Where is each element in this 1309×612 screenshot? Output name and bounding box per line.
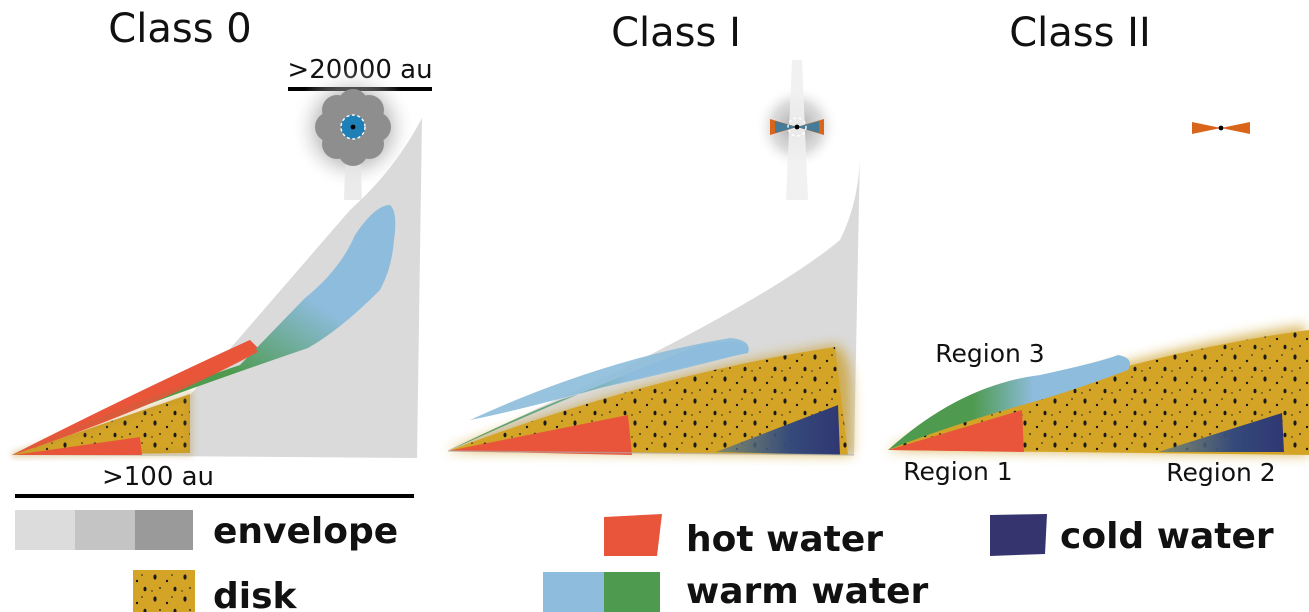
- class2-hot-water: [888, 410, 1024, 452]
- class1-hot-water: [448, 415, 632, 455]
- class2-title: Class II: [1009, 10, 1151, 56]
- region1-label: Region 1: [903, 457, 1012, 486]
- legend-warm-water-label: warm water: [686, 571, 929, 612]
- class2-protostar-icon: [1192, 122, 1250, 134]
- class1-title: Class I: [611, 10, 741, 56]
- legend-envelope-swatch-light: [15, 510, 75, 550]
- legend-envelope-swatch-dark: [135, 510, 193, 550]
- class0-panel: Class 0 >20000 au >100 au: [11, 6, 433, 498]
- legend-envelope: envelope: [15, 510, 398, 552]
- class1-warm-water: [448, 341, 749, 451]
- class1-protostar-icon: [755, 60, 839, 200]
- class1-cold-water: [716, 405, 840, 455]
- legend-warm-water: warm water: [543, 571, 929, 612]
- legend-warm-water-swatch-blue: [543, 572, 604, 612]
- region3-label: Region 3: [935, 339, 1044, 368]
- class0-envelope: [12, 118, 422, 458]
- legend-envelope-swatch-mid: [75, 510, 135, 550]
- legend-cold-water-label: cold water: [1060, 516, 1274, 557]
- class1-disk: [448, 347, 848, 455]
- legend-disk-swatch: [133, 570, 195, 612]
- class2-cold-water: [1158, 413, 1284, 452]
- class1-panel: Class I: [446, 10, 860, 456]
- class2-panel: Class II Region 3 Region 1 Region 2: [886, 10, 1309, 487]
- legend-hot-water-swatch: [604, 514, 662, 556]
- legend-disk: disk: [133, 570, 298, 612]
- legend-hot-water: hot water: [604, 514, 883, 560]
- legend: envelope disk hot water warm water cold …: [15, 510, 1274, 612]
- class2-warm-water: [888, 355, 1131, 450]
- class0-disk-scale-label: >100 au: [102, 462, 214, 492]
- class0-hot-water-inner: [14, 437, 142, 455]
- legend-envelope-label: envelope: [213, 511, 398, 552]
- legend-cold-water: cold water: [990, 514, 1274, 557]
- class0-protostar-icon: [291, 66, 415, 200]
- class0-warm-water: [12, 205, 396, 455]
- legend-hot-water-label: hot water: [686, 519, 883, 560]
- class0-title: Class 0: [108, 6, 251, 52]
- region2-label: Region 2: [1166, 458, 1275, 487]
- legend-disk-label: disk: [213, 576, 298, 612]
- legend-warm-water-swatch-green: [604, 572, 660, 612]
- legend-cold-water-swatch: [990, 514, 1047, 556]
